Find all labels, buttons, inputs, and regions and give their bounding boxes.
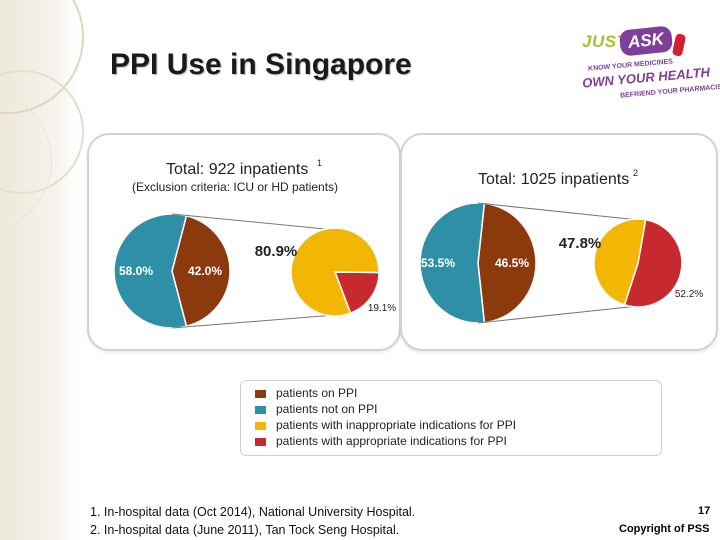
legend-item: patients with appropriate indications fo… [255,433,507,449]
chart-panel-1 [87,133,401,351]
slide-title: PPI Use in Singapore [110,48,412,81]
legend-item: patients on PPI [255,385,357,401]
legend-label: patients not on PPI [276,402,378,416]
just-ask-logo: JUST ASK KNOW YOUR MEDICINES OWN YOUR HE… [580,25,720,106]
legend-label: patients with appropriate indications fo… [276,434,507,448]
legend-swatch [255,405,266,414]
legend-label: patients with inappropriate indications … [276,418,517,432]
legend-item: patients with inappropriate indications … [255,417,516,433]
footnote-2: 2. In-hospital data (June 2011), Tan Toc… [90,523,400,537]
background-decoration [0,0,90,540]
page-number: 17 [698,505,711,517]
logo-ask-bubble: ASK [618,25,674,57]
legend-item: patients not on PPI [255,401,377,417]
exclamation-icon [671,33,687,57]
legend-swatch [255,421,266,430]
legend: patients on PPI patients not on PPI pati… [240,380,662,456]
chart-panel-2 [400,133,718,351]
copyright: Copyright of PSS [619,523,710,535]
footnote-1: 1. In-hospital data (Oct 2014), National… [90,505,416,519]
logo-just-text: JUST [582,32,628,51]
legend-swatch [255,437,266,446]
legend-label: patients on PPI [276,386,358,400]
legend-swatch [255,389,266,398]
